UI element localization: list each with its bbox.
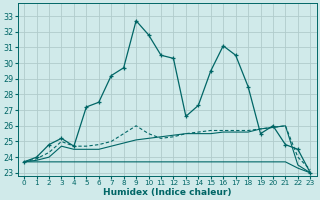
X-axis label: Humidex (Indice chaleur): Humidex (Indice chaleur) [103,188,231,197]
